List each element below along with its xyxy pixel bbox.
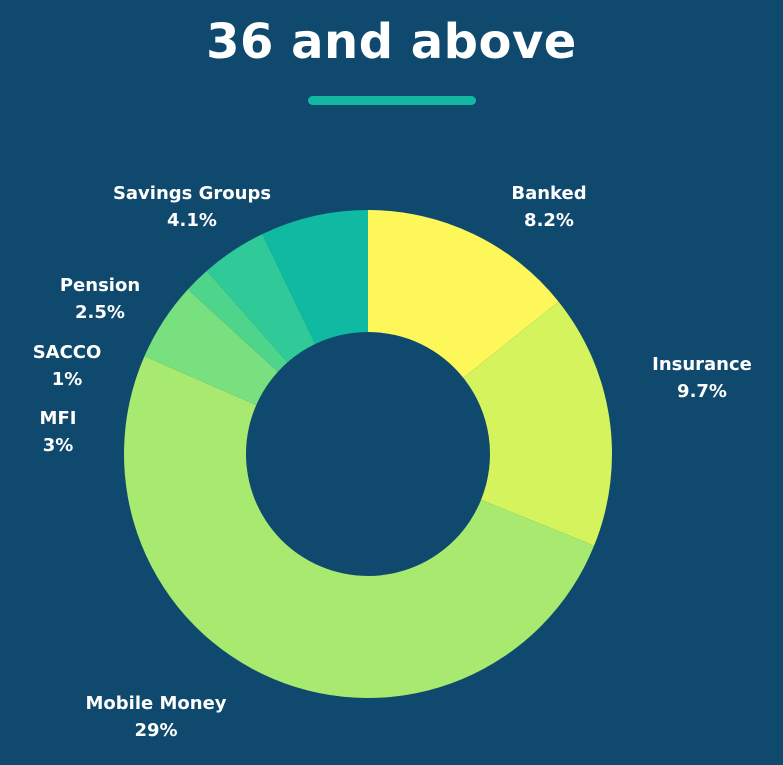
slice-label-value: 1% — [51, 369, 83, 390]
title-underline — [308, 96, 476, 105]
slice-label-name: Pension — [59, 275, 141, 296]
slice-label-banked: Banked 8.2% — [511, 180, 586, 234]
donut-slice-sacco — [187, 270, 288, 372]
chart-title: 36 and above — [206, 14, 577, 70]
donut-slice-mobile-money — [123, 356, 595, 699]
slice-label-name: Banked — [511, 183, 587, 204]
slice-label-value: 9.7% — [677, 381, 727, 402]
slice-label-value: 3% — [42, 435, 74, 456]
donut-slice-mfi — [144, 289, 278, 406]
slice-label-mobile-money: Mobile Money 29% — [85, 690, 226, 744]
slice-label-name: Insurance — [652, 354, 752, 375]
donut-slice-pension — [206, 234, 316, 363]
slice-label-name: SACCO — [32, 342, 102, 363]
slice-label-value: 29% — [134, 720, 178, 741]
slice-label-name: Savings Groups — [112, 183, 272, 204]
slice-label-pension: Pension 2.5% — [60, 272, 140, 326]
slice-label-insurance: Insurance 9.7% — [652, 351, 752, 405]
slice-label-value: 8.2% — [524, 210, 574, 231]
slice-label-mfi: MFI 3% — [40, 405, 77, 459]
slice-label-name: Mobile Money — [85, 693, 227, 714]
donut-slice-insurance — [463, 301, 613, 546]
slice-label-name: MFI — [39, 408, 77, 429]
slice-label-savings-groups: Savings Groups 4.1% — [113, 180, 271, 234]
donut-slice-banked — [368, 210, 559, 378]
slice-label-value: 4.1% — [167, 210, 217, 231]
donut-slice-savings-groups — [262, 210, 368, 345]
slice-label-sacco: SACCO 1% — [33, 339, 102, 393]
slice-label-value: 2.5% — [75, 302, 125, 323]
